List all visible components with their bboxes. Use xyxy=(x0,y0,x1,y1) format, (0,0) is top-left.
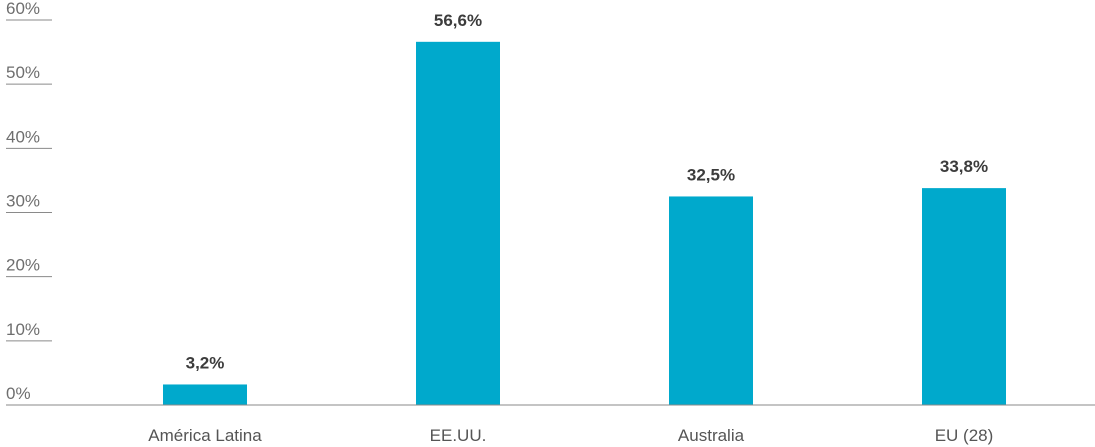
y-tick-label: 30% xyxy=(6,192,40,211)
data-label: 3,2% xyxy=(186,353,225,372)
y-tick-label: 60% xyxy=(6,0,40,18)
data-label: 33,8% xyxy=(940,157,988,176)
bar xyxy=(922,188,1006,405)
y-tick-label: 40% xyxy=(6,127,40,146)
data-label: 56,6% xyxy=(434,11,482,30)
category-label: América Latina xyxy=(148,426,262,445)
category-label: Australia xyxy=(678,426,745,445)
category-labels: América Latina EE.UU. Australia EU (28) xyxy=(148,426,993,445)
category-label: EU (28) xyxy=(935,426,994,445)
y-tick-label: 0% xyxy=(6,384,31,403)
y-tick-label: 10% xyxy=(6,320,40,339)
y-tick-label: 20% xyxy=(6,256,40,275)
bar xyxy=(416,41,500,406)
bar xyxy=(163,384,247,405)
data-label: 32,5% xyxy=(687,165,735,184)
bar xyxy=(669,196,753,405)
bars xyxy=(163,41,1006,406)
category-label: EE.UU. xyxy=(430,426,487,445)
y-tick-label: 50% xyxy=(6,63,40,82)
y-axis: 0% 10% 20% 30% 40% 50% 60% xyxy=(6,0,52,403)
value-labels: 3,2% 56,6% 32,5% 33,8% xyxy=(186,11,988,373)
